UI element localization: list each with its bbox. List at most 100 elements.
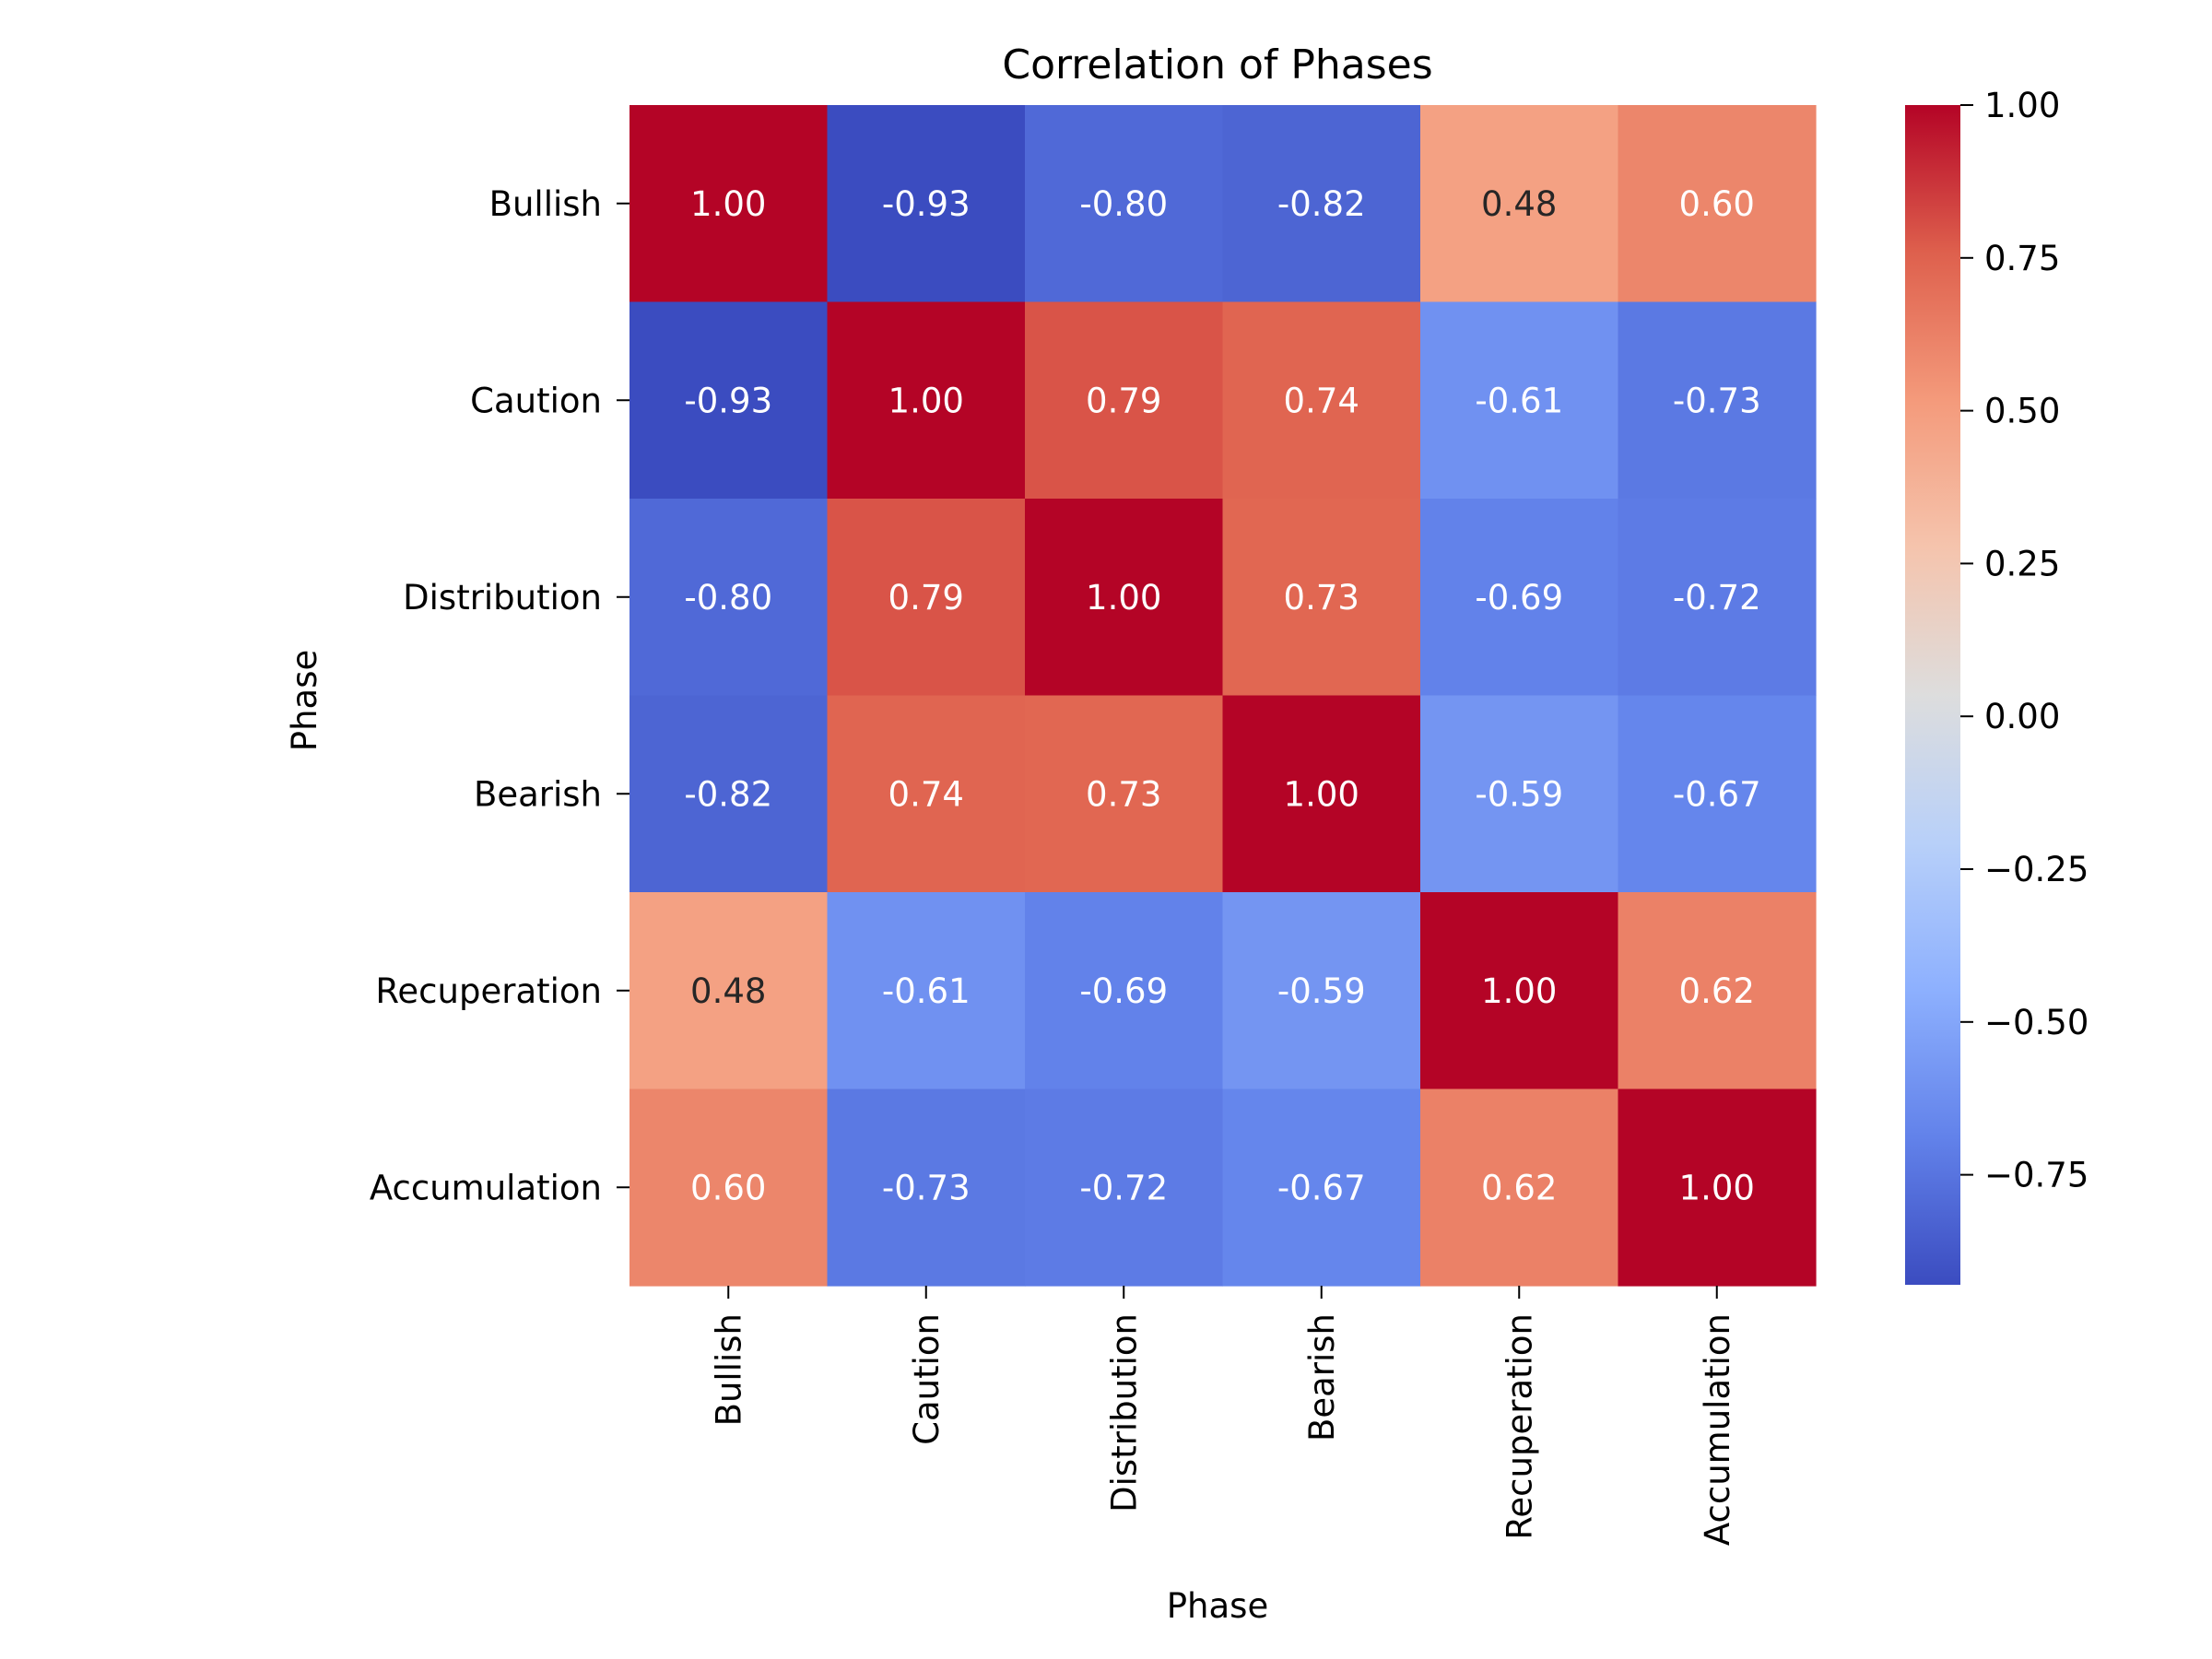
colorbar-tick-label: 0.00 [1984, 697, 2060, 736]
colorbar-tick-label: 0.50 [1984, 392, 2060, 431]
cell-annotation: 0.74 [888, 774, 964, 814]
heatmap-cell [1222, 499, 1421, 697]
heatmap-cell [1222, 892, 1421, 1090]
heatmap-cell [827, 105, 1026, 303]
heatmap-cell [1420, 695, 1619, 893]
cell-annotation: -0.61 [1475, 381, 1563, 420]
cell-annotation: -0.67 [1277, 1168, 1366, 1207]
colorbar-tick-label: 0.75 [1984, 239, 2060, 278]
cell-annotations: 1.00 -0.93 -0.80 -0.82 0.48 0.60 -0.93 1.00 0.79… [684, 184, 1760, 1208]
chart-title: Correlation of Phases [1002, 41, 1432, 88]
y-tick-label: Accumulation [370, 1168, 602, 1207]
y-axis-label: Phase [285, 650, 324, 751]
y-tick-label: Caution [470, 381, 602, 420]
heatmap-cell [1618, 695, 1817, 893]
cell-annotation: 0.48 [1481, 184, 1557, 224]
heatmap-cell [827, 1088, 1026, 1287]
heatmap-cell [1222, 695, 1421, 893]
heatmap-cell [827, 499, 1026, 697]
x-axis: Bullish Caution Distribution Bearish Recuper… [709, 1286, 1737, 1546]
x-tick-label: Accumulation [1698, 1313, 1737, 1546]
cell-annotation: 0.73 [1284, 578, 1359, 618]
cell-annotation: 0.73 [1086, 774, 1161, 814]
cell-annotation: -0.59 [1277, 971, 1366, 1011]
heatmap-cell [1420, 301, 1619, 500]
cell-annotation: -0.82 [684, 774, 772, 814]
colorbar-ticks: 1.00 0.75 0.50 0.25 0.00 −0.25 −0.50 −0.75 [1960, 86, 2088, 1195]
cell-annotation: 0.60 [690, 1168, 766, 1207]
cell-annotation: -0.72 [1673, 578, 1761, 618]
x-tick-label: Bearish [1302, 1313, 1342, 1441]
cell-annotation: -0.73 [882, 1168, 971, 1207]
cell-annotation: -0.93 [684, 381, 772, 420]
heatmap-cell [1222, 301, 1421, 500]
heatmap-cell [1618, 892, 1817, 1090]
colorbar-tick-label: −0.50 [1984, 1003, 2088, 1042]
heatmap-cell [629, 105, 829, 303]
heatmap-cell [1025, 1088, 1224, 1287]
cell-annotation: -0.73 [1673, 381, 1761, 420]
heatmap-cell [1618, 301, 1817, 500]
y-axis: Bullish Caution Distribution Bearish Recuper… [370, 184, 629, 1207]
heatmap-cell [1025, 695, 1224, 893]
heatmap-cell [629, 301, 829, 500]
x-axis-label: Phase [1167, 1586, 1268, 1626]
cell-annotation: -0.72 [1079, 1168, 1168, 1207]
heatmap-cell [1420, 1088, 1619, 1287]
cell-annotation: 0.48 [690, 971, 766, 1011]
heatmap-cell [1025, 499, 1224, 697]
heatmap-cell [629, 892, 829, 1090]
colorbar-tick-label: 1.00 [1984, 86, 2060, 125]
heatmap-cell [1025, 301, 1224, 500]
heatmap-cell [1025, 105, 1224, 303]
cell-annotation: 0.60 [1679, 184, 1755, 224]
cell-annotation: 0.79 [1086, 381, 1161, 420]
cell-annotation: -0.69 [1475, 578, 1563, 618]
heatmap-cells [629, 105, 1817, 1287]
cell-annotation: 0.74 [1284, 381, 1359, 420]
cell-annotation: -0.93 [882, 184, 971, 224]
cell-annotation: -0.80 [1079, 184, 1168, 224]
y-tick-label: Bearish [474, 774, 602, 814]
heatmap-cell [1222, 1088, 1421, 1287]
colorbar-tick-label: 0.25 [1984, 544, 2060, 583]
y-tick-label: Distribution [403, 578, 602, 618]
heatmap-cell [1618, 105, 1817, 303]
colorbar [1905, 105, 1960, 1285]
cell-annotation: -0.80 [684, 578, 772, 618]
colorbar-tick-label: −0.25 [1984, 850, 2088, 889]
cell-annotation: 0.79 [888, 578, 964, 618]
cell-annotation: 1.00 [888, 381, 964, 420]
heatmap-cell [827, 892, 1026, 1090]
cell-annotation: -0.61 [882, 971, 971, 1011]
heatmap-cell [1420, 105, 1619, 303]
cell-annotation: -0.59 [1475, 774, 1563, 814]
cell-annotation: 1.00 [1086, 578, 1161, 618]
cell-annotation: 1.00 [1679, 1168, 1755, 1207]
heatmap-cell [629, 499, 829, 697]
heatmap-cell [1618, 1088, 1817, 1287]
cell-annotation: -0.67 [1673, 774, 1761, 814]
x-tick-label: Bullish [709, 1313, 748, 1426]
heatmap-cell [827, 301, 1026, 500]
cell-annotation: -0.82 [1277, 184, 1366, 224]
y-tick-label: Recuperation [375, 971, 602, 1011]
cell-annotation: 1.00 [1481, 971, 1557, 1011]
heatmap-cell [1025, 892, 1224, 1090]
x-tick-label: Distribution [1104, 1313, 1144, 1512]
colorbar-tick-label: −0.75 [1984, 1156, 2088, 1195]
x-tick-label: Caution [907, 1313, 947, 1445]
heatmap-cell [827, 695, 1026, 893]
heatmap-cell [629, 695, 829, 893]
heatmap-cell [1222, 105, 1421, 303]
x-tick-label: Recuperation [1500, 1313, 1539, 1540]
heatmap-cell [1420, 499, 1619, 697]
heatmap-cell [629, 1088, 829, 1287]
cell-annotation: 0.62 [1679, 971, 1755, 1011]
cell-annotation: 0.62 [1481, 1168, 1557, 1207]
y-tick-label: Bullish [489, 184, 602, 224]
heatmap-cell [1618, 499, 1817, 697]
cell-annotation: 1.00 [690, 184, 766, 224]
cell-annotation: 1.00 [1284, 774, 1359, 814]
